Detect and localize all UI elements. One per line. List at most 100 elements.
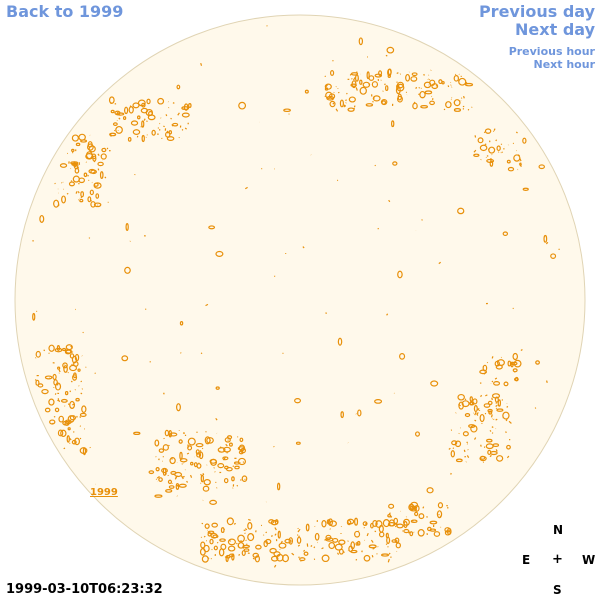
- contour-mark: [228, 553, 234, 558]
- solar-disk: [14, 14, 586, 586]
- contour-mark: [71, 134, 79, 142]
- contour-mark: [305, 523, 310, 532]
- contour-mark: [299, 557, 306, 562]
- contour-mark: [472, 398, 478, 405]
- contour-mark: [243, 529, 246, 532]
- contour-mark: [310, 545, 313, 547]
- contour-mark: [403, 521, 408, 529]
- contour-mark: [506, 159, 511, 164]
- region-link[interactable]: 1999: [90, 487, 118, 498]
- contour-mark: [497, 399, 502, 407]
- contour-mark: [237, 542, 245, 549]
- contour-mark: [234, 465, 240, 470]
- contour-mark: [494, 396, 499, 403]
- contour-mark: [168, 485, 175, 489]
- contour-mark: [420, 105, 429, 109]
- contour-mark: [458, 77, 467, 86]
- contour-mark: [79, 425, 82, 427]
- contour-mark: [254, 555, 260, 563]
- contour-mark: [454, 440, 462, 448]
- contour-mark: [202, 485, 210, 492]
- contour-mark: [385, 85, 389, 92]
- contour-mark: [155, 466, 160, 472]
- contour-mark: [113, 129, 116, 132]
- contour-mark: [409, 505, 418, 510]
- contour-mark: [464, 398, 467, 401]
- contour-mark: [215, 386, 220, 390]
- contour-mark: [118, 117, 121, 120]
- contour-mark: [69, 415, 77, 421]
- contour-mark: [384, 83, 386, 86]
- contour-mark: [209, 439, 212, 442]
- contour-mark: [332, 102, 335, 105]
- contour-mark: [372, 547, 375, 550]
- previous-day-link[interactable]: Previous day: [478, 2, 595, 21]
- contour-mark: [169, 432, 178, 437]
- contour-mark: [304, 89, 309, 94]
- previous-hour-link[interactable]: Previous hour: [508, 45, 595, 58]
- contour-mark: [186, 480, 189, 483]
- contour-mark: [226, 435, 233, 440]
- back-to-year-link[interactable]: Back to 1999: [6, 2, 124, 21]
- contour-mark: [127, 136, 132, 142]
- contour-mark: [370, 522, 374, 529]
- contour-mark: [489, 450, 498, 456]
- contour-mark: [430, 380, 439, 387]
- contour-mark: [261, 168, 263, 170]
- contour-mark: [183, 432, 185, 434]
- contour-mark: [124, 106, 129, 115]
- contour-mark: [158, 458, 160, 461]
- contour-mark: [193, 462, 198, 468]
- contour-mark: [330, 70, 335, 76]
- contour-mark: [133, 431, 141, 436]
- contour-mark: [204, 523, 210, 529]
- contour-mark: [112, 122, 118, 126]
- contour-mark: [469, 396, 473, 402]
- contour-mark: [223, 528, 226, 531]
- contour-mark: [242, 461, 245, 463]
- contour-mark: [161, 137, 163, 140]
- next-hour-link[interactable]: Next hour: [533, 58, 596, 71]
- contour-mark: [433, 531, 441, 537]
- contour-mark: [489, 429, 492, 432]
- contour-mark: [476, 412, 479, 415]
- contour-mark: [57, 429, 64, 437]
- contour-mark: [252, 557, 255, 560]
- contour-mark: [202, 473, 205, 476]
- contour-mark: [368, 83, 371, 86]
- contour-mark: [352, 77, 356, 81]
- contour-mark: [97, 161, 104, 167]
- contour-mark: [93, 160, 96, 163]
- contour-mark: [303, 549, 306, 552]
- contour-mark: [62, 347, 67, 352]
- contour-mark: [106, 147, 109, 150]
- contour-mark: [413, 101, 416, 105]
- contour-mark: [247, 521, 253, 530]
- contour-mark: [32, 312, 36, 321]
- next-day-link[interactable]: Next day: [515, 20, 595, 39]
- contour-mark: [66, 435, 70, 443]
- contour-mark: [390, 556, 392, 559]
- contour-mark: [208, 225, 216, 230]
- contour-mark: [489, 160, 494, 167]
- contour-mark: [474, 437, 477, 440]
- contour-mark: [201, 555, 209, 563]
- contour-mark: [189, 474, 193, 478]
- compass-east: E: [522, 553, 531, 567]
- contour-mark: [346, 519, 352, 526]
- contour-mark: [57, 398, 60, 400]
- contour-mark: [465, 81, 468, 85]
- contour-mark: [165, 489, 173, 493]
- contour-mark: [132, 129, 141, 135]
- contour-mark: [209, 538, 214, 545]
- contour-mark: [422, 506, 425, 509]
- contour-mark: [484, 128, 492, 134]
- contour-mark: [371, 81, 379, 88]
- contour-mark: [423, 73, 425, 76]
- contour-mark: [54, 347, 63, 353]
- contour-mark: [232, 465, 235, 468]
- contour-mark: [388, 503, 395, 509]
- contour-mark: [156, 475, 160, 479]
- contour-mark: [347, 107, 355, 112]
- contour-mark: [515, 131, 518, 134]
